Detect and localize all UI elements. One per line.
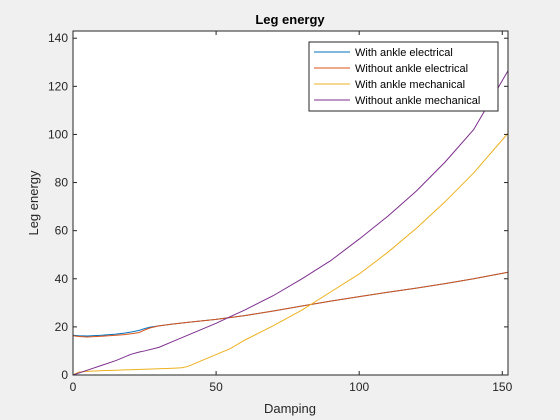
series-layer <box>72 70 509 376</box>
legend-label: Without ankle electrical <box>355 63 468 75</box>
y-tick-label: 80 <box>55 176 69 190</box>
legend-entry-1: With ankle electrical <box>314 47 453 59</box>
legend: With ankle electrical Without ankle elect… <box>308 41 499 112</box>
y-tick-label: 40 <box>55 272 69 286</box>
x-tick-label: 0 <box>70 380 77 394</box>
legend-label: Without ankle mechanical <box>355 95 480 107</box>
series-line-3 <box>72 132 509 376</box>
ticks-layer: 0 50 100 150 0 20 40 60 80 100 120 140 <box>48 31 513 394</box>
legend-label: With ankle mechanical <box>355 79 465 91</box>
y-tick-label: 60 <box>55 224 69 238</box>
legend-label: With ankle electrical <box>355 47 453 59</box>
y-tick-label: 0 <box>61 368 68 382</box>
series-line-4 <box>72 70 509 376</box>
x-axis-label: Damping <box>264 401 316 416</box>
legend-entry-2: Without ankle electrical <box>314 63 468 75</box>
legend-entry-3: With ankle mechanical <box>314 79 465 91</box>
axes-box <box>72 30 509 376</box>
chart-title: Leg energy <box>255 12 325 27</box>
y-tick-label: 100 <box>48 127 68 141</box>
x-tick-label: 100 <box>349 380 369 394</box>
x-tick-label: 150 <box>492 380 512 394</box>
y-axis-label: Leg energy <box>26 170 41 236</box>
x-tick-label: 50 <box>209 380 223 394</box>
legend-items: With ankle electrical Without ankle elect… <box>314 47 480 107</box>
y-tick-label: 140 <box>48 31 68 45</box>
y-tick-label: 20 <box>55 320 69 334</box>
y-tick-label: 120 <box>48 79 68 93</box>
series-line-2 <box>72 271 509 338</box>
legend-entry-4: Without ankle mechanical <box>314 95 480 107</box>
